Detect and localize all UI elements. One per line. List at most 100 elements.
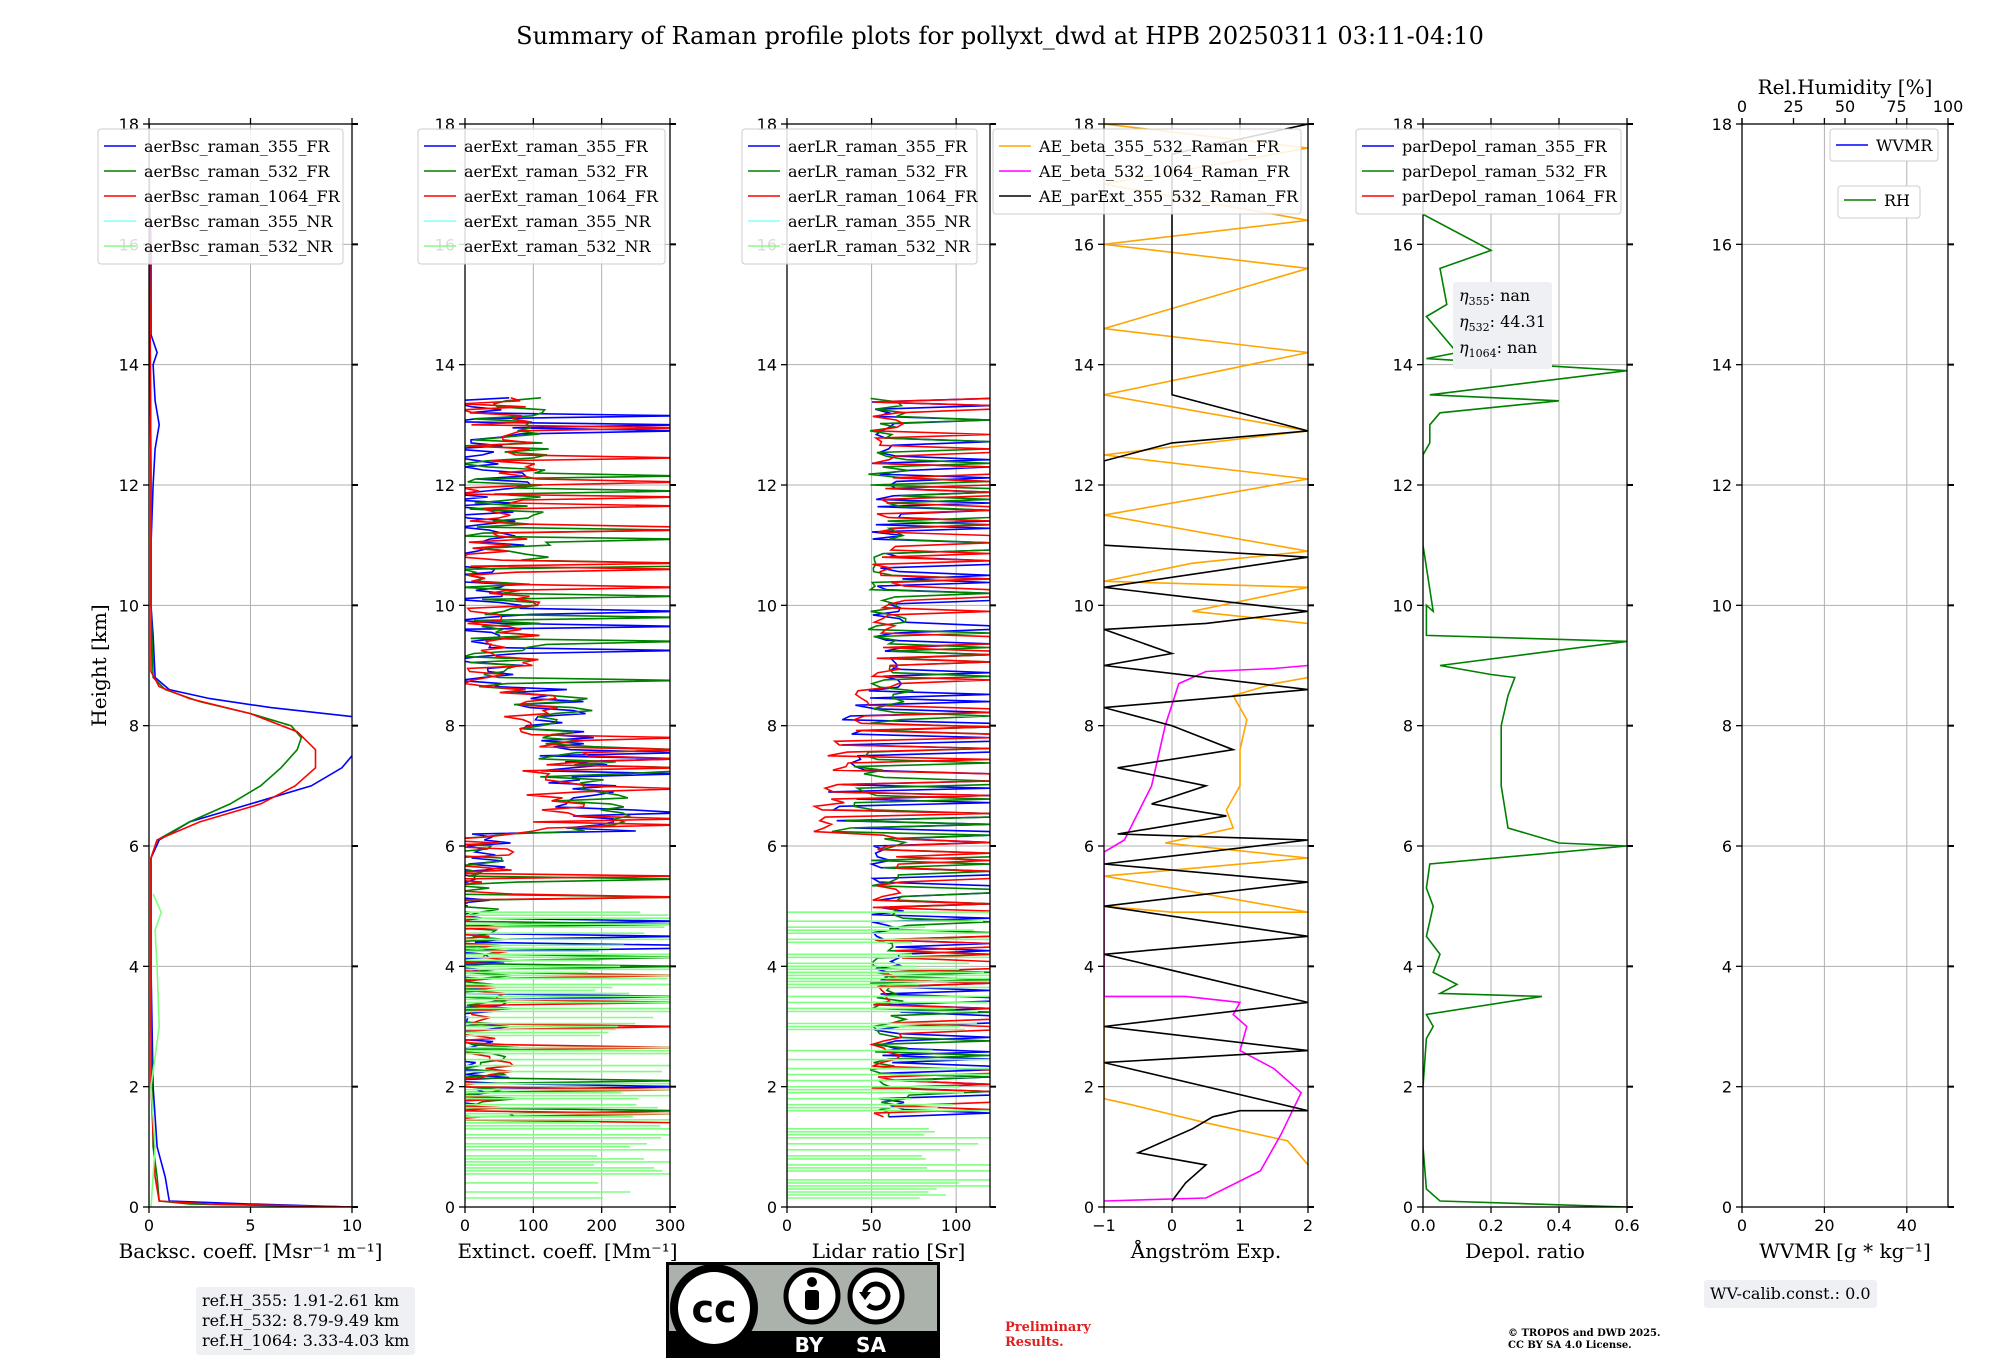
legend-box bbox=[1837, 185, 1921, 219]
x-tick-label: 5 bbox=[245, 1216, 255, 1235]
panel-lidar_ratio: 050100024681012141618Lidar ratio [Sr]aer… bbox=[741, 115, 996, 1263]
ref-height-box: ref.H_355: 1.91-2.61 km ref.H_532: 8.79-… bbox=[196, 1287, 416, 1355]
y-tick-label: 16 bbox=[1712, 235, 1732, 254]
series-group bbox=[1104, 124, 1308, 1202]
y-tick-label: 12 bbox=[435, 476, 455, 495]
y-tick-label: 2 bbox=[129, 1078, 139, 1097]
legend-label: aerLR_raman_355_FR bbox=[788, 137, 968, 156]
legend-label: aerExt_raman_355_NR bbox=[464, 212, 652, 231]
y-tick-label: 6 bbox=[129, 837, 139, 856]
axes-frame bbox=[1741, 123, 1949, 1208]
y-tick-label: 8 bbox=[767, 717, 777, 736]
legend-label: WVMR bbox=[1876, 136, 1933, 155]
legend-box bbox=[1355, 128, 1622, 215]
y-tick-label: 4 bbox=[445, 957, 455, 976]
legend-box bbox=[992, 128, 1302, 215]
panel-wv: 0 20 40 0 2 4 6 8 10 12 14 16 18 WVMR [g * kg⁻¹] 0 25 50… bbox=[1712, 75, 1964, 1263]
x-axis-label: Ångström Exp. bbox=[1130, 1238, 1281, 1263]
y-tick-label: 10 bbox=[1393, 596, 1413, 615]
y-tick-label: 6 bbox=[1084, 837, 1094, 856]
y-tick-label: 8 bbox=[1722, 717, 1732, 736]
x-tick-label: 0 bbox=[144, 1216, 154, 1235]
legend-label: AE_beta_532_1064_Raman_FR bbox=[1038, 162, 1290, 181]
legend-label: aerBsc_raman_1064_FR bbox=[144, 187, 341, 206]
legend-label: aerLR_raman_1064_FR bbox=[788, 187, 978, 206]
axes-frame bbox=[1422, 123, 1628, 1208]
legend-label: aerBsc_raman_355_NR bbox=[144, 212, 333, 231]
legend-label: parDepol_raman_1064_FR bbox=[1402, 187, 1618, 206]
legend-label: aerBsc_raman_355_FR bbox=[144, 137, 330, 156]
eta-355: η355: nan bbox=[1459, 286, 1531, 309]
y-tick-label: 6 bbox=[767, 837, 777, 856]
y-tick-label: 4 bbox=[1084, 957, 1094, 976]
cc-license-badge: cc BY SA bbox=[666, 1262, 940, 1358]
x-tick-label: 0 bbox=[1167, 1216, 1177, 1235]
x-tick-label: 0.4 bbox=[1546, 1216, 1571, 1235]
legend: AE_beta_355_532_Raman_FR AE_beta_532_1064… bbox=[992, 128, 1302, 215]
legend-box bbox=[417, 128, 666, 265]
legend-label: aerExt_raman_532_NR bbox=[464, 237, 652, 256]
ref-height-1064: ref.H_1064: 3.33-4.03 km bbox=[202, 1331, 410, 1350]
series-aerBsc_raman_532_NR bbox=[150, 893, 163, 1207]
ref-height-532: ref.H_532: 8.79-9.49 km bbox=[202, 1311, 400, 1330]
legend-box bbox=[97, 128, 344, 265]
y-tick-label: 12 bbox=[1074, 476, 1094, 495]
x-tick-label: 20 bbox=[1814, 1216, 1834, 1235]
y-tick-label: 16 bbox=[1393, 235, 1413, 254]
x2-tick-label: 75 bbox=[1886, 97, 1906, 116]
cc-text: cc bbox=[691, 1287, 736, 1331]
ref-height-355: ref.H_355: 1.91-2.61 km bbox=[202, 1291, 400, 1310]
x-tick-label: 0 bbox=[1737, 1216, 1747, 1235]
legend: aerExt_raman_355_FR aerExt_raman_532_FRae… bbox=[417, 128, 666, 265]
y-tick-label: 2 bbox=[767, 1078, 777, 1097]
x-tick-label: 0 bbox=[460, 1216, 470, 1235]
x-tick-label: 50 bbox=[861, 1216, 881, 1235]
y-tick-label: 2 bbox=[1722, 1078, 1732, 1097]
axes-frame bbox=[786, 123, 991, 1208]
sa-text: SA bbox=[856, 1333, 886, 1357]
y-tick-label: 8 bbox=[1084, 717, 1094, 736]
y-tick-label: 6 bbox=[1403, 837, 1413, 856]
panel-extinction: 0100200300024681012141618Extinct. coeff.… bbox=[417, 115, 685, 1263]
x-axis-label: Lidar ratio [Sr] bbox=[812, 1239, 966, 1263]
x-tick-label: 10 bbox=[342, 1216, 362, 1235]
y-tick-label: 6 bbox=[1722, 837, 1732, 856]
legend-box bbox=[1829, 128, 1939, 162]
panel-backscatter: 0510024681012141618Backsc. coeff. [Msr⁻¹… bbox=[87, 115, 382, 1263]
legend: aerLR_raman_355_FR aerLR_raman_532_FR aerL… bbox=[741, 128, 978, 265]
copyright-line-1: © TROPOS and DWD 2025. bbox=[1508, 1328, 1661, 1339]
legend-label: aerLR_raman_532_FR bbox=[788, 162, 968, 181]
y-tick-label: 10 bbox=[1074, 596, 1094, 615]
y-tick-label: 16 bbox=[1074, 235, 1094, 254]
x-tick-label: 100 bbox=[518, 1216, 549, 1235]
y-tick-label: 0 bbox=[767, 1198, 777, 1217]
series-AE_beta_355_532_Raman_FR bbox=[1104, 124, 1308, 1166]
legend-label: parDepol_raman_355_FR bbox=[1402, 137, 1608, 156]
x2-tick-label: 50 bbox=[1835, 97, 1855, 116]
x2-tick-label: 0 bbox=[1737, 97, 1747, 116]
series-AE_parExt_355_532_Raman_FR bbox=[1104, 124, 1308, 1202]
y-tick-label: 2 bbox=[1403, 1078, 1413, 1097]
legend-label: AE_parExt_355_532_Raman_FR bbox=[1038, 187, 1299, 206]
series-group bbox=[787, 397, 990, 1201]
y-tick-label: 8 bbox=[445, 717, 455, 736]
x-axis-label: Backsc. coeff. [Msr⁻¹ m⁻¹] bbox=[119, 1239, 383, 1263]
legend-label: aerExt_raman_355_FR bbox=[464, 137, 649, 156]
y-tick-label: 10 bbox=[1712, 596, 1732, 615]
axes-frame bbox=[464, 123, 671, 1208]
x2-axis-label: Rel.Humidity [%] bbox=[1758, 75, 1933, 99]
figure-title: Summary of Raman profile plots for polly… bbox=[516, 22, 1484, 50]
y-tick-label: 14 bbox=[119, 356, 139, 375]
legend-label: AE_beta_355_532_Raman_FR bbox=[1038, 137, 1280, 156]
y-tick-label: 2 bbox=[1084, 1078, 1094, 1097]
x-axis-label: Depol. ratio bbox=[1465, 1239, 1585, 1263]
series-aerExt_raman_532_NR bbox=[465, 911, 670, 1201]
eta-532: η532: 44.31 bbox=[1459, 312, 1546, 335]
series-aerLR_raman_532_NR bbox=[787, 911, 990, 1201]
x-tick-label: 200 bbox=[586, 1216, 617, 1235]
y-tick-label: 4 bbox=[1403, 957, 1413, 976]
y-tick-label: 0 bbox=[445, 1198, 455, 1217]
y-tick-label: 10 bbox=[435, 596, 455, 615]
